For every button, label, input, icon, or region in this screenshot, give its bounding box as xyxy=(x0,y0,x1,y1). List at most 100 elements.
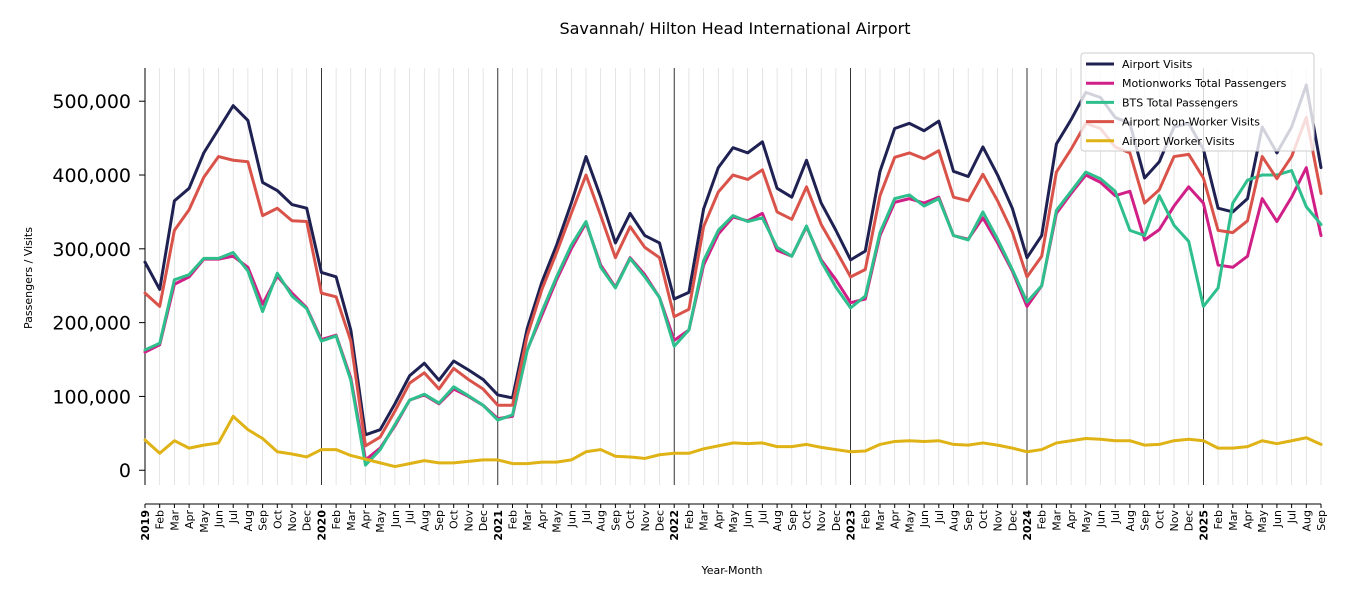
legend: Airport Visits Motionworks Total Passenge… xyxy=(1080,52,1315,152)
month-tick-label: Nov xyxy=(1168,510,1181,532)
month-tick-label: Aug xyxy=(1124,510,1137,531)
month-tick-label: Nov xyxy=(992,510,1005,532)
month-tick-label: Mar xyxy=(345,510,358,531)
month-tick-label: Dec xyxy=(301,510,314,531)
x-axis-label: Year-Month xyxy=(700,564,762,577)
month-tick-label: Apr xyxy=(1065,510,1078,530)
month-tick-label: Jul xyxy=(580,510,593,524)
y-tick-label: 400,000 xyxy=(52,165,131,187)
month-tick-label: Dec xyxy=(654,510,667,531)
month-tick-label: May xyxy=(198,510,211,533)
series-line xyxy=(143,169,1323,467)
month-tick-label: Sep xyxy=(962,510,975,531)
month-tick-label: Nov xyxy=(815,510,828,532)
y-tick-label: 100,000 xyxy=(52,386,131,408)
month-tick-label: Jul xyxy=(404,510,417,524)
month-tick-label: Sep xyxy=(257,510,270,531)
month-tick-label: Nov xyxy=(286,510,299,532)
month-tick-label: May xyxy=(1256,510,1269,533)
month-tick-label: Feb xyxy=(1036,510,1049,529)
month-tick-label: Jul xyxy=(933,510,946,524)
month-tick-label: Apr xyxy=(1242,510,1255,530)
legend-label: BTS Total Passengers xyxy=(1122,96,1238,109)
month-tick-label: Mar xyxy=(521,510,534,531)
legend-box xyxy=(1080,52,1315,152)
month-tick-label: Jun xyxy=(1095,510,1108,528)
month-tick-label: Sep xyxy=(1139,510,1152,531)
month-tick-label: Apr xyxy=(183,510,196,530)
month-tick-label: Dec xyxy=(830,510,843,531)
legend-label: Motionworks Total Passengers xyxy=(1122,77,1287,90)
y-axis-label: Passengers / Visits xyxy=(22,227,35,329)
y-tick-label: 500,000 xyxy=(52,91,131,113)
month-tick-label: Jul xyxy=(756,510,769,524)
year-tick-label: 2019 xyxy=(139,510,152,541)
series-line xyxy=(143,414,1323,469)
month-tick-label: Feb xyxy=(1212,510,1225,529)
month-tick-label: Apr xyxy=(712,510,725,530)
month-tick-label: Jun xyxy=(565,510,578,528)
month-tick-label: Aug xyxy=(595,510,608,531)
month-tick-label: Jun xyxy=(918,510,931,528)
year-tick-label: 2024 xyxy=(1021,510,1034,541)
month-tick-label: Jul xyxy=(1109,510,1122,524)
month-tick-label: May xyxy=(903,510,916,533)
y-axis: 0 100,000 200,000 300,000 400,000 500,000 xyxy=(52,68,146,485)
month-tick-label: Dec xyxy=(1183,510,1196,531)
month-tick-label: Sep xyxy=(609,510,622,531)
y-tick-label: 200,000 xyxy=(52,313,131,335)
month-tick-label: Apr xyxy=(536,510,549,530)
year-tick-label: 2021 xyxy=(492,510,505,541)
month-tick-label: May xyxy=(1080,510,1093,533)
month-tick-label: Aug xyxy=(948,510,961,531)
month-tick-label: Jun xyxy=(389,510,402,528)
month-tick-label: Sep xyxy=(786,510,799,531)
month-tick-label: Mar xyxy=(168,510,181,531)
month-tick-label: Dec xyxy=(1006,510,1019,531)
month-tick-label: Aug xyxy=(418,510,431,531)
month-tick-label: Aug xyxy=(1300,510,1313,531)
legend-label: Airport Worker Visits xyxy=(1122,135,1235,148)
month-tick-label: Feb xyxy=(683,510,696,529)
month-tick-label: Jul xyxy=(1286,510,1299,524)
legend-label: Airport Visits xyxy=(1122,58,1193,71)
month-tick-label: Apr xyxy=(889,510,902,530)
month-tick-label: May xyxy=(727,510,740,533)
month-tick-label: Oct xyxy=(624,509,637,529)
month-tick-label: Mar xyxy=(1050,510,1063,531)
chart-title: Savannah/ Hilton Head International Airp… xyxy=(559,19,910,38)
month-tick-label: Feb xyxy=(507,510,520,529)
month-tick-label: Mar xyxy=(874,510,887,531)
legend-label: Airport Non-Worker Visits xyxy=(1122,116,1260,129)
year-tick-label: 2023 xyxy=(845,510,858,541)
month-tick-label: Feb xyxy=(154,510,167,529)
month-tick-label: Dec xyxy=(477,510,490,531)
y-tick-label: 300,000 xyxy=(52,239,131,261)
month-tick-label: Aug xyxy=(242,510,255,531)
month-tick-label: Feb xyxy=(330,510,343,529)
month-tick-label: Oct xyxy=(448,509,461,529)
year-tick-label: 2022 xyxy=(668,510,681,541)
year-tick-label: 2020 xyxy=(315,510,328,541)
month-tick-label: Aug xyxy=(771,510,784,531)
month-tick-label: Jul xyxy=(227,510,240,524)
month-tick-label: Oct xyxy=(977,509,990,529)
month-tick-label: Feb xyxy=(859,510,872,529)
y-tick-label: 0 xyxy=(119,460,131,482)
month-tick-label: Oct xyxy=(271,509,284,529)
month-tick-label: Nov xyxy=(639,510,652,532)
month-tick-label: Jun xyxy=(1271,510,1284,528)
month-tick-label: Oct xyxy=(1153,509,1166,529)
month-tick-label: Mar xyxy=(698,510,711,531)
month-tick-label: Apr xyxy=(360,510,373,530)
grid xyxy=(144,68,1322,485)
month-tick-label: May xyxy=(551,510,564,533)
month-tick-label: Oct xyxy=(801,509,814,529)
month-tick-label: Jun xyxy=(742,510,755,528)
x-axis: 2019 Feb Mar Apr May Jun Jul Aug Sep Oct Nov Dec 202… xyxy=(139,503,1328,541)
month-tick-label: Mar xyxy=(1227,510,1240,531)
month-tick-label: May xyxy=(374,510,387,533)
month-tick-label: Sep xyxy=(433,510,446,531)
year-tick-label: 2025 xyxy=(1197,510,1210,541)
